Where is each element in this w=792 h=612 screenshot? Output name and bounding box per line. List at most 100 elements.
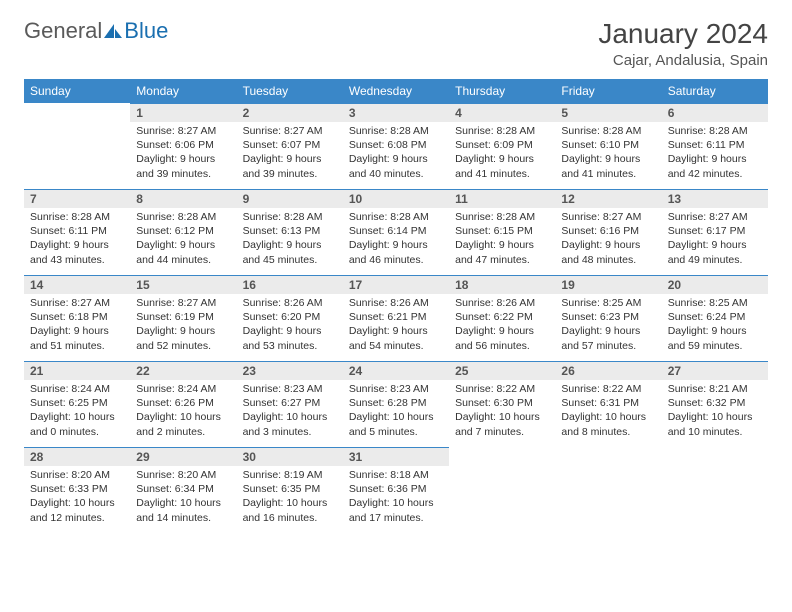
weekday-header-row: SundayMondayTuesdayWednesdayThursdayFrid… — [24, 79, 768, 103]
day-details: Sunrise: 8:26 AMSunset: 6:22 PMDaylight:… — [449, 294, 555, 357]
calendar-day: 4Sunrise: 8:28 AMSunset: 6:09 PMDaylight… — [449, 103, 555, 189]
day-number: 12 — [555, 189, 661, 208]
weekday-header: Friday — [555, 79, 661, 103]
calendar-day: 30Sunrise: 8:19 AMSunset: 6:35 PMDayligh… — [237, 447, 343, 533]
day-details: Sunrise: 8:28 AMSunset: 6:11 PMDaylight:… — [662, 122, 768, 185]
day-details: Sunrise: 8:28 AMSunset: 6:11 PMDaylight:… — [24, 208, 130, 271]
calendar-day: 31Sunrise: 8:18 AMSunset: 6:36 PMDayligh… — [343, 447, 449, 533]
day-number: 5 — [555, 103, 661, 122]
calendar-row: 7Sunrise: 8:28 AMSunset: 6:11 PMDaylight… — [24, 189, 768, 275]
weekday-header: Wednesday — [343, 79, 449, 103]
calendar-day: 15Sunrise: 8:27 AMSunset: 6:19 PMDayligh… — [130, 275, 236, 361]
calendar-day: 9Sunrise: 8:28 AMSunset: 6:13 PMDaylight… — [237, 189, 343, 275]
calendar-row: 21Sunrise: 8:24 AMSunset: 6:25 PMDayligh… — [24, 361, 768, 447]
calendar-day: 11Sunrise: 8:28 AMSunset: 6:15 PMDayligh… — [449, 189, 555, 275]
day-details: Sunrise: 8:20 AMSunset: 6:34 PMDaylight:… — [130, 466, 236, 529]
calendar-empty — [662, 447, 768, 533]
calendar-day: 1Sunrise: 8:27 AMSunset: 6:06 PMDaylight… — [130, 103, 236, 189]
calendar-day: 2Sunrise: 8:27 AMSunset: 6:07 PMDaylight… — [237, 103, 343, 189]
day-details: Sunrise: 8:26 AMSunset: 6:21 PMDaylight:… — [343, 294, 449, 357]
calendar-day: 12Sunrise: 8:27 AMSunset: 6:16 PMDayligh… — [555, 189, 661, 275]
calendar-empty — [555, 447, 661, 533]
day-details: Sunrise: 8:28 AMSunset: 6:12 PMDaylight:… — [130, 208, 236, 271]
calendar-day: 6Sunrise: 8:28 AMSunset: 6:11 PMDaylight… — [662, 103, 768, 189]
calendar-day: 17Sunrise: 8:26 AMSunset: 6:21 PMDayligh… — [343, 275, 449, 361]
day-number: 13 — [662, 189, 768, 208]
day-number: 3 — [343, 103, 449, 122]
calendar-day: 13Sunrise: 8:27 AMSunset: 6:17 PMDayligh… — [662, 189, 768, 275]
day-details: Sunrise: 8:22 AMSunset: 6:30 PMDaylight:… — [449, 380, 555, 443]
day-number: 15 — [130, 275, 236, 294]
location: Cajar, Andalusia, Spain — [598, 52, 768, 69]
day-number: 27 — [662, 361, 768, 380]
title-block: January 2024 Cajar, Andalusia, Spain — [598, 18, 768, 69]
calendar-day: 25Sunrise: 8:22 AMSunset: 6:30 PMDayligh… — [449, 361, 555, 447]
day-number: 9 — [237, 189, 343, 208]
day-details: Sunrise: 8:27 AMSunset: 6:06 PMDaylight:… — [130, 122, 236, 185]
day-number: 24 — [343, 361, 449, 380]
calendar-day: 26Sunrise: 8:22 AMSunset: 6:31 PMDayligh… — [555, 361, 661, 447]
calendar-day: 24Sunrise: 8:23 AMSunset: 6:28 PMDayligh… — [343, 361, 449, 447]
day-details: Sunrise: 8:25 AMSunset: 6:24 PMDaylight:… — [662, 294, 768, 357]
day-number: 8 — [130, 189, 236, 208]
calendar-day: 19Sunrise: 8:25 AMSunset: 6:23 PMDayligh… — [555, 275, 661, 361]
logo-sail-icon — [104, 24, 122, 38]
calendar-day: 18Sunrise: 8:26 AMSunset: 6:22 PMDayligh… — [449, 275, 555, 361]
logo-general: General — [24, 18, 102, 44]
calendar-day: 23Sunrise: 8:23 AMSunset: 6:27 PMDayligh… — [237, 361, 343, 447]
calendar-body: 1Sunrise: 8:27 AMSunset: 6:06 PMDaylight… — [24, 103, 768, 533]
day-number: 21 — [24, 361, 130, 380]
day-number: 18 — [449, 275, 555, 294]
day-number: 7 — [24, 189, 130, 208]
day-number: 16 — [237, 275, 343, 294]
weekday-header: Monday — [130, 79, 236, 103]
weekday-header: Thursday — [449, 79, 555, 103]
calendar-day: 10Sunrise: 8:28 AMSunset: 6:14 PMDayligh… — [343, 189, 449, 275]
day-number: 2 — [237, 103, 343, 122]
logo-blue: Blue — [124, 18, 168, 44]
day-details: Sunrise: 8:24 AMSunset: 6:26 PMDaylight:… — [130, 380, 236, 443]
day-number: 31 — [343, 447, 449, 466]
day-number: 14 — [24, 275, 130, 294]
day-details: Sunrise: 8:24 AMSunset: 6:25 PMDaylight:… — [24, 380, 130, 443]
calendar-day: 27Sunrise: 8:21 AMSunset: 6:32 PMDayligh… — [662, 361, 768, 447]
day-number: 10 — [343, 189, 449, 208]
day-details: Sunrise: 8:26 AMSunset: 6:20 PMDaylight:… — [237, 294, 343, 357]
calendar-row: 28Sunrise: 8:20 AMSunset: 6:33 PMDayligh… — [24, 447, 768, 533]
day-details: Sunrise: 8:28 AMSunset: 6:14 PMDaylight:… — [343, 208, 449, 271]
calendar-row: 1Sunrise: 8:27 AMSunset: 6:06 PMDaylight… — [24, 103, 768, 189]
day-details: Sunrise: 8:23 AMSunset: 6:27 PMDaylight:… — [237, 380, 343, 443]
day-details: Sunrise: 8:18 AMSunset: 6:36 PMDaylight:… — [343, 466, 449, 529]
day-details: Sunrise: 8:27 AMSunset: 6:17 PMDaylight:… — [662, 208, 768, 271]
calendar-day: 3Sunrise: 8:28 AMSunset: 6:08 PMDaylight… — [343, 103, 449, 189]
day-number: 1 — [130, 103, 236, 122]
day-number: 26 — [555, 361, 661, 380]
calendar-day: 28Sunrise: 8:20 AMSunset: 6:33 PMDayligh… — [24, 447, 130, 533]
month-title: January 2024 — [598, 18, 768, 50]
day-number: 4 — [449, 103, 555, 122]
calendar-row: 14Sunrise: 8:27 AMSunset: 6:18 PMDayligh… — [24, 275, 768, 361]
day-details: Sunrise: 8:19 AMSunset: 6:35 PMDaylight:… — [237, 466, 343, 529]
day-details: Sunrise: 8:28 AMSunset: 6:15 PMDaylight:… — [449, 208, 555, 271]
day-details: Sunrise: 8:27 AMSunset: 6:07 PMDaylight:… — [237, 122, 343, 185]
calendar-day: 22Sunrise: 8:24 AMSunset: 6:26 PMDayligh… — [130, 361, 236, 447]
weekday-header: Saturday — [662, 79, 768, 103]
calendar-day: 5Sunrise: 8:28 AMSunset: 6:10 PMDaylight… — [555, 103, 661, 189]
calendar-day: 8Sunrise: 8:28 AMSunset: 6:12 PMDaylight… — [130, 189, 236, 275]
weekday-header: Sunday — [24, 79, 130, 103]
calendar-day: 16Sunrise: 8:26 AMSunset: 6:20 PMDayligh… — [237, 275, 343, 361]
day-number: 6 — [662, 103, 768, 122]
calendar-day: 7Sunrise: 8:28 AMSunset: 6:11 PMDaylight… — [24, 189, 130, 275]
calendar-table: SundayMondayTuesdayWednesdayThursdayFrid… — [24, 79, 768, 533]
day-number: 22 — [130, 361, 236, 380]
day-number: 17 — [343, 275, 449, 294]
day-details: Sunrise: 8:23 AMSunset: 6:28 PMDaylight:… — [343, 380, 449, 443]
day-details: Sunrise: 8:28 AMSunset: 6:08 PMDaylight:… — [343, 122, 449, 185]
weekday-header: Tuesday — [237, 79, 343, 103]
day-details: Sunrise: 8:27 AMSunset: 6:16 PMDaylight:… — [555, 208, 661, 271]
day-details: Sunrise: 8:21 AMSunset: 6:32 PMDaylight:… — [662, 380, 768, 443]
day-number: 23 — [237, 361, 343, 380]
day-number: 25 — [449, 361, 555, 380]
calendar-day: 20Sunrise: 8:25 AMSunset: 6:24 PMDayligh… — [662, 275, 768, 361]
day-number: 20 — [662, 275, 768, 294]
